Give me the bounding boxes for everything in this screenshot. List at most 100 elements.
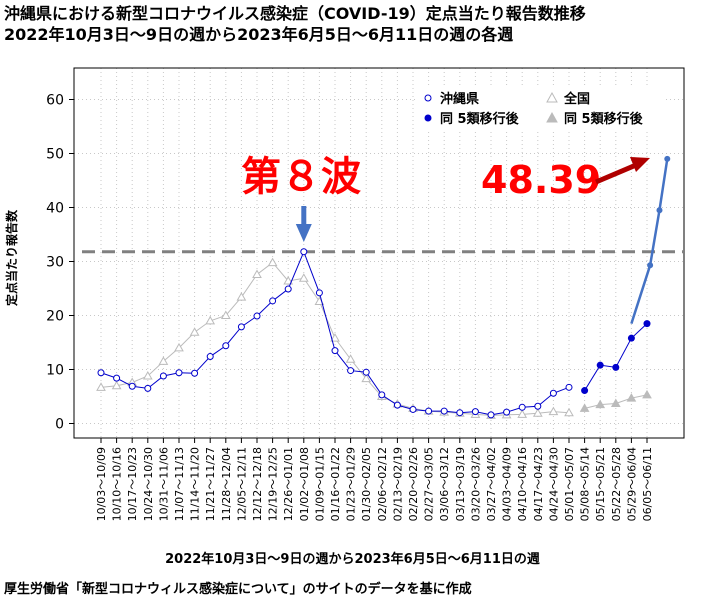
data-point (174, 342, 184, 352)
data-point (425, 407, 433, 415)
legend-label: 同 5類移行後 (564, 111, 644, 127)
data-point (191, 369, 199, 377)
x-tick-label: 12/05～12/11 (235, 447, 248, 521)
y-tick-label: 40 (46, 201, 64, 217)
data-point (440, 407, 448, 415)
data-point (205, 315, 216, 325)
data-point (315, 289, 323, 297)
x-tick-label: 10/03～10/09 (95, 447, 108, 521)
data-point (409, 405, 417, 413)
wave-annotation: 第８波 (241, 154, 361, 200)
x-tick-label: 10/31～11/06 (157, 447, 170, 521)
data-point (144, 384, 152, 392)
chart-subtitle: 2022年10月3日～9日の週から2023年6月5日～6月11日の週の各週 (4, 25, 514, 44)
data-point (518, 403, 526, 411)
data-point (142, 370, 153, 380)
data-point (267, 257, 278, 267)
series-1 (96, 257, 574, 419)
data-point (252, 269, 262, 278)
chart-title: 沖縄県における新型コロナウイルス感染症（COVID-19）定点当たり報告数推移 (4, 4, 586, 23)
data-point (471, 408, 479, 416)
legend-marker (546, 91, 558, 103)
value-arrow-shaft (595, 162, 637, 185)
x-tick-label: 01/23～01/29 (345, 447, 358, 521)
data-point (642, 389, 652, 399)
peak-arrow-head (295, 224, 312, 242)
data-point (128, 382, 136, 390)
legend-box (416, 86, 666, 132)
y-axis-label: 定点当たり報告数 (4, 209, 19, 306)
data-point (159, 372, 167, 380)
x-tick-label: 02/20～02/26 (407, 447, 420, 521)
data-point (253, 312, 261, 320)
x-tick-label: 05/22～05/28 (610, 447, 623, 521)
data-point (158, 356, 169, 365)
forecast-line (630, 158, 669, 324)
series-2 (581, 320, 651, 395)
x-tick-label: 03/06～03/12 (438, 447, 451, 521)
data-point (283, 275, 294, 285)
data-point (331, 347, 339, 355)
data-point (362, 368, 370, 376)
data-point (96, 382, 106, 391)
x-tick-label: 05/29～06/04 (625, 447, 638, 521)
data-point (206, 353, 214, 361)
x-tick-label: 05/08～05/14 (579, 447, 592, 521)
x-tick-label: 04/17～04/23 (532, 447, 545, 521)
series-0 (97, 248, 573, 419)
series-3 (579, 389, 652, 412)
x-tick-label: 03/27～04/02 (485, 447, 498, 521)
x-tick-label: 11/28～12/04 (220, 447, 233, 521)
data-point (347, 367, 355, 375)
data-point (549, 389, 557, 397)
y-tick-label: 20 (46, 309, 64, 325)
data-point (97, 369, 105, 377)
data-point (237, 323, 245, 331)
y-tick-label: 30 (46, 255, 64, 271)
x-tick-label: 03/13～03/19 (454, 447, 467, 521)
y-tick-label: 10 (46, 363, 64, 379)
data-point (222, 342, 230, 350)
data-point (298, 273, 309, 282)
x-tick-label: 04/03～04/09 (501, 447, 514, 521)
data-point (565, 383, 573, 391)
x-tick-label: 11/07～11/13 (173, 447, 186, 521)
legend-marker (424, 114, 432, 122)
data-point (300, 248, 308, 256)
x-tick-label: 03/20～03/26 (469, 447, 482, 521)
data-point (189, 327, 200, 336)
data-point (517, 409, 528, 418)
data-point (236, 292, 247, 301)
data-point (534, 402, 542, 410)
x-tick-label: 02/13～02/19 (391, 447, 404, 521)
source-note: 厚生労働省「新型コロナウィルス感染症について」のサイトのデータを基に作成 (4, 582, 472, 597)
x-tick-label: 01/02～01/08 (298, 447, 311, 521)
x-tick-label: 11/14～11/20 (189, 447, 202, 521)
x-tick-label: 01/30～02/05 (360, 447, 373, 521)
data-point (564, 407, 574, 417)
x-tick-label: 06/05～06/11 (641, 447, 654, 521)
x-axis-label: 2022年10月3日～9日の週から2023年6月5日～6月11日の週 (165, 552, 540, 567)
x-tick-label: 01/09～01/15 (313, 447, 326, 521)
data-point (487, 411, 495, 419)
data-point (361, 373, 372, 383)
x-tick-label: 10/24～10/30 (142, 447, 155, 521)
value-annotation: 48.39 (481, 158, 601, 202)
data-point (378, 391, 386, 399)
data-point (175, 369, 183, 377)
forecast-point (656, 207, 663, 214)
x-tick-label: 12/19～12/25 (267, 447, 280, 521)
data-point (220, 310, 231, 319)
data-point (113, 374, 121, 382)
x-tick-label: 02/27～03/05 (423, 447, 436, 521)
data-point (345, 354, 356, 363)
x-tick-label: 04/24～04/30 (547, 447, 560, 521)
data-point (643, 320, 651, 328)
forecast-point (664, 155, 671, 162)
x-tick-label: 02/06～02/12 (376, 447, 389, 521)
data-point (548, 406, 559, 416)
data-point (269, 297, 277, 305)
data-point (393, 401, 401, 409)
data-point (579, 403, 590, 412)
